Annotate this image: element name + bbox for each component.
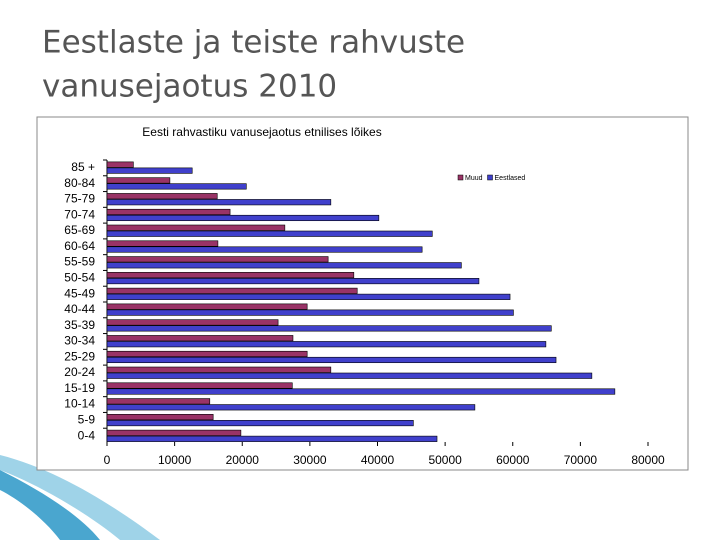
slide-title-line: Eestlaste ja teiste rahvuste [42, 25, 465, 61]
x-tick-label: 10000 [158, 453, 192, 467]
y-tick-label: 40-44 [64, 302, 95, 316]
x-tick-label: 70000 [564, 453, 598, 467]
bar [106, 420, 414, 427]
y-tick-label: 45-49 [64, 286, 95, 300]
slide-title-line: vanusejaotus 2010 [42, 69, 337, 105]
y-tick-label: 25-29 [64, 349, 95, 363]
x-tick-label: 50000 [428, 453, 462, 467]
bar [106, 435, 438, 442]
bar [106, 256, 329, 263]
y-tick-label: 30-34 [64, 334, 95, 348]
bar [106, 398, 211, 405]
bar [106, 309, 514, 316]
bar [106, 319, 279, 326]
bar [106, 272, 355, 279]
bar [106, 193, 218, 200]
y-tick-label: 75-79 [64, 192, 95, 206]
bar [106, 183, 247, 190]
legend-swatch [487, 174, 493, 181]
decor-wave [0, 455, 160, 540]
y-tick-label: 70-74 [64, 207, 95, 221]
bar [106, 230, 433, 237]
bar [106, 356, 557, 364]
bar [106, 199, 332, 206]
x-tick-label: 30000 [293, 453, 327, 467]
bar [106, 278, 480, 285]
bar [106, 372, 593, 379]
x-tick-label: 60000 [496, 453, 530, 467]
legend-label: Muud [465, 175, 483, 182]
bar [106, 224, 286, 231]
bar [106, 214, 380, 222]
bar [106, 404, 476, 411]
y-tick-label: 80-84 [64, 176, 95, 190]
y-tick-label: 50-54 [64, 271, 95, 285]
bar [106, 293, 511, 300]
bar [106, 325, 552, 332]
y-tick-label: 35-39 [64, 318, 95, 332]
bar [106, 240, 219, 247]
bar [106, 366, 332, 373]
y-tick-label: 0-4 [78, 428, 96, 442]
bar [106, 208, 231, 216]
bar [106, 429, 242, 436]
y-tick-label: 65-69 [64, 223, 95, 237]
legend-label: Eestlased [495, 175, 526, 182]
y-tick-label: 60-64 [64, 239, 95, 253]
bar [106, 287, 358, 294]
bar [106, 414, 214, 421]
x-tick-label: 20000 [226, 453, 260, 467]
y-tick-label: 5-9 [78, 413, 96, 427]
bar [106, 177, 171, 184]
bar [106, 161, 134, 168]
legend-swatch [457, 174, 464, 181]
y-tick-label: 85 + [71, 160, 95, 174]
bar [106, 246, 423, 253]
chart-title: Eesti rahvastiku vanusejaotus etnilises … [142, 125, 381, 139]
bar [106, 350, 308, 358]
bar [106, 382, 293, 389]
bar [106, 262, 462, 269]
y-tick-label: 15-19 [64, 381, 95, 395]
bar [106, 335, 294, 342]
y-tick-label: 10-14 [64, 397, 95, 411]
bar [106, 388, 616, 395]
bar [106, 167, 193, 174]
x-tick-label: 40000 [361, 453, 395, 467]
decor-wave [0, 470, 100, 540]
y-tick-label: 20-24 [64, 365, 95, 379]
x-tick-label: 0 [104, 453, 111, 467]
x-tick-label: 80000 [631, 453, 665, 467]
bar [106, 341, 547, 348]
bar [106, 303, 308, 310]
y-tick-label: 55-59 [64, 255, 95, 269]
